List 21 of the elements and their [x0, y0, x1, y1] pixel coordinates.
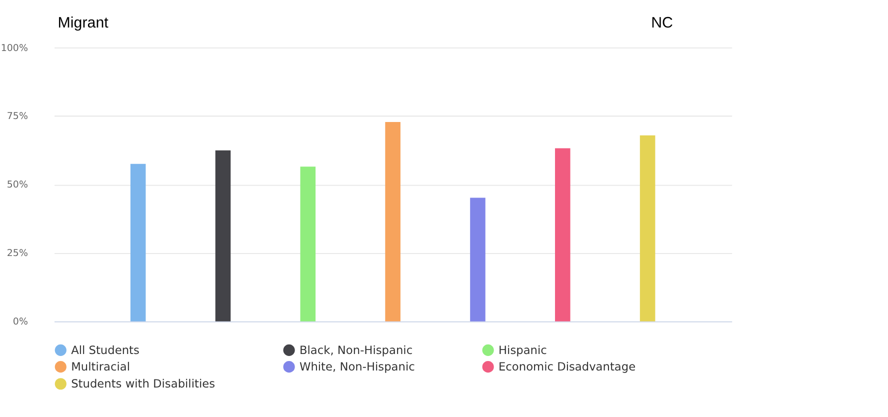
- legend-label: All Students: [71, 342, 140, 357]
- chart-subtitle: NC: [651, 14, 674, 32]
- chart-title: Migrant: [58, 14, 110, 32]
- legend-label: Multiracial: [71, 360, 130, 374]
- bar: [470, 198, 486, 322]
- legend-label: Students with Disabilities: [71, 376, 216, 391]
- bar: [640, 135, 656, 322]
- legend-label: Black, Non-Hispanic: [299, 342, 413, 357]
- y-tick-label: 75%: [6, 111, 28, 122]
- y-tick-label: 0%: [12, 316, 28, 328]
- legend-label: White, Non-Hispanic: [299, 360, 415, 374]
- legend-label: Hispanic: [498, 342, 547, 357]
- bar: [215, 150, 231, 322]
- bar: [385, 122, 400, 322]
- y-tick-label: 100%: [0, 42, 28, 54]
- bar: [300, 166, 316, 322]
- y-tick-label: 50%: [6, 180, 28, 191]
- legend-label: Economic Disadvantage: [498, 360, 636, 374]
- y-tick-label: 25%: [6, 248, 28, 260]
- bar: [130, 164, 146, 322]
- bar: [555, 148, 570, 322]
